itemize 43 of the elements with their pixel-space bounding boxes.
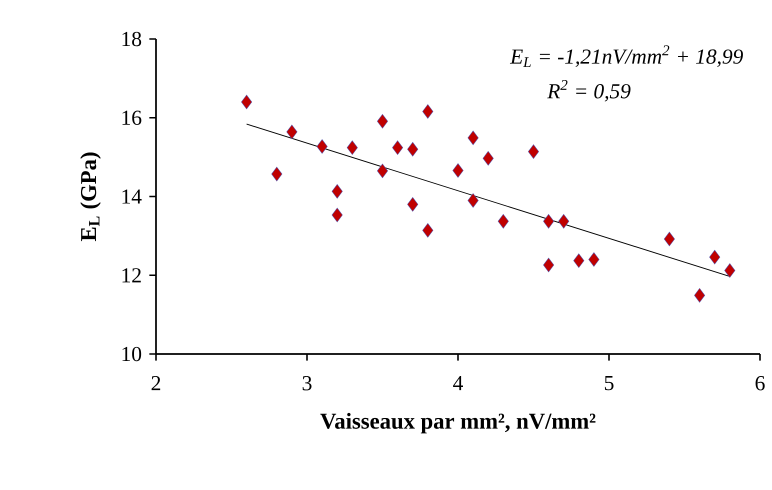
- point: [392, 140, 404, 155]
- x-tick-label: 6: [756, 376, 765, 390]
- point: [588, 252, 600, 267]
- y-tick-label: 16: [122, 110, 142, 125]
- point: [543, 258, 554, 272]
- point: [422, 104, 434, 119]
- x-tick-label: 3: [302, 376, 312, 390]
- point: [286, 124, 298, 140]
- point: [241, 94, 252, 110]
- point: [482, 151, 494, 166]
- annotation: E$_{L}$ = -1,21nV/mm$^{2}$ + 18,99: [510, 45, 743, 68]
- point: [664, 232, 675, 246]
- point: [468, 130, 479, 146]
- point: [332, 208, 343, 222]
- point: [468, 193, 479, 208]
- x-axis-title: Vaisseaux par mm², nV/mm²: [320, 412, 596, 434]
- point: [452, 163, 464, 178]
- point: [346, 140, 358, 155]
- point: [422, 223, 434, 238]
- point: [543, 214, 554, 229]
- y-tick-label: 12: [122, 268, 141, 282]
- x-tick-label: 2: [152, 376, 160, 390]
- point: [694, 288, 706, 303]
- point: [316, 139, 328, 154]
- x-tick-label: 5: [604, 376, 614, 390]
- point: [709, 250, 720, 264]
- y-axis-title: E$_{L}$ (GPa): [80, 152, 101, 242]
- y-tick-label: 18: [122, 32, 142, 46]
- y-tick-label: 10: [122, 346, 142, 362]
- point: [498, 214, 509, 229]
- point: [558, 214, 570, 229]
- point: [528, 144, 539, 159]
- point: [407, 197, 418, 212]
- point: [377, 164, 388, 178]
- point: [573, 253, 584, 268]
- point: [271, 166, 282, 182]
- x-tick-label: 4: [453, 376, 463, 390]
- point: [724, 263, 736, 278]
- point: [377, 114, 388, 129]
- annotation: R$^{2}$ = 0,59: [547, 80, 630, 102]
- point: [407, 142, 418, 156]
- point: [332, 184, 343, 199]
- y-tick-label: 14: [122, 189, 142, 204]
